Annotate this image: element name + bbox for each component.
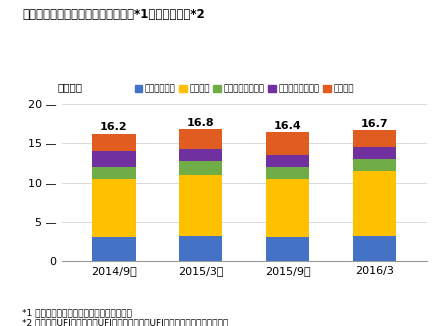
Bar (179, 236, 223, 261)
Bar (266, 132, 309, 155)
Bar (92, 179, 136, 237)
Bar (92, 151, 136, 167)
Bar (266, 155, 309, 167)
Text: 16.2: 16.2 (100, 123, 128, 132)
Bar (179, 129, 223, 149)
Bar (353, 147, 396, 159)
Bar (179, 161, 223, 175)
Bar (92, 237, 136, 261)
Text: 16.4: 16.4 (274, 121, 301, 131)
Bar (266, 179, 309, 237)
Text: *2 三菱東京UFJ銀行＋三菱UFJ信託銀行＋三菱UFJモルガン・スタンレー証券: *2 三菱東京UFJ銀行＋三菱UFJ信託銀行＋三菱UFJモルガン・スタンレー証券 (22, 319, 228, 326)
Bar (353, 236, 396, 261)
Text: 16.8: 16.8 (187, 118, 215, 128)
Text: *1 金融商品仲介残高には「紹介」分を含む: *1 金融商品仲介残高には「紹介」分を含む (22, 308, 132, 317)
Bar (179, 149, 223, 161)
Bar (353, 159, 396, 171)
Bar (353, 130, 396, 147)
Bar (353, 171, 396, 236)
Text: （兆円）: （兆円） (57, 82, 82, 93)
Bar (266, 167, 309, 179)
Bar (92, 134, 136, 151)
Bar (179, 175, 223, 236)
Text: 16.7: 16.7 (361, 119, 389, 128)
Text: 株式投信・年金保険・金融商品仲介*1の預かり残高*2: 株式投信・年金保険・金融商品仲介*1の預かり残高*2 (22, 8, 205, 21)
Legend: 金融商品仲介, 年金保険, 株式投信（証券）, 株式投信（信託）, 株式投信: 金融商品仲介, 年金保険, 株式投信（証券）, 株式投信（信託）, 株式投信 (131, 81, 357, 97)
Bar (266, 237, 309, 261)
Bar (92, 167, 136, 179)
